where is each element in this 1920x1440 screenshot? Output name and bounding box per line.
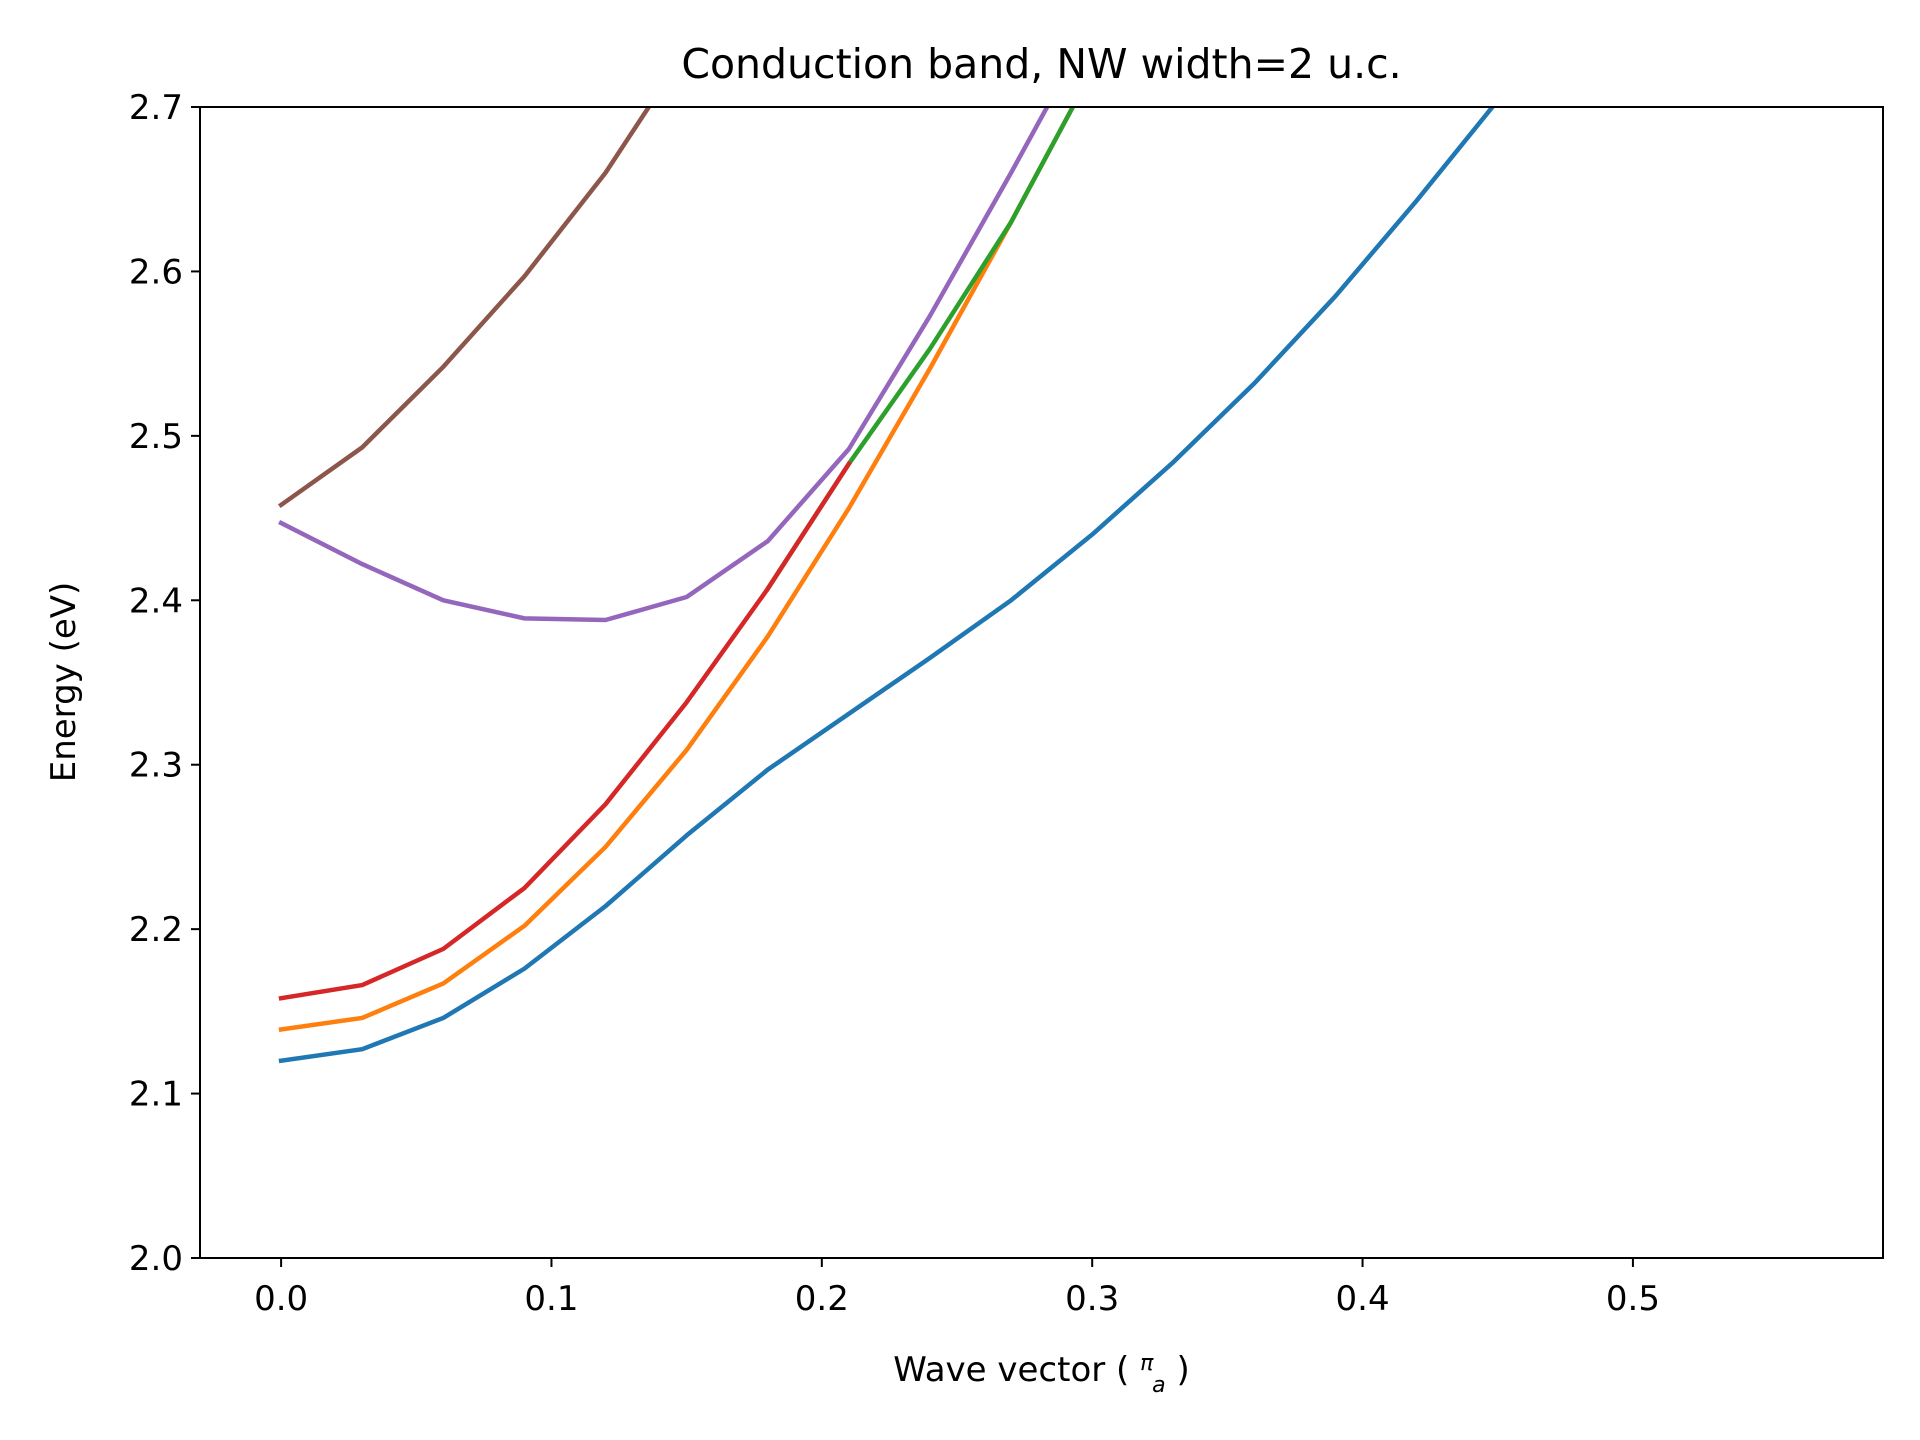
plot-area-frame (199, 106, 1884, 1259)
series-line-2 (278, 107, 1076, 1032)
x-axis-label: Wave vector ( π a ) (893, 1339, 1189, 1401)
series-line-1 (278, 107, 1496, 1064)
x-tick-label: 0.5 (1606, 1279, 1660, 1319)
series-line-6 (277, 107, 652, 509)
y-axis-label: Energy (eV) (44, 582, 84, 783)
x-tick-label: 0.2 (795, 1279, 849, 1319)
x-tick-label: 0.4 (1336, 1279, 1390, 1319)
x-axis-label-end: ) (1176, 1350, 1189, 1390)
y-tick-label: 2.1 (129, 1075, 183, 1115)
y-tick-label: 2.3 (129, 746, 183, 786)
x-tick-label: 0.0 (254, 1279, 308, 1319)
y-tick-label: 2.2 (129, 910, 183, 950)
y-tick-label: 2.7 (129, 88, 183, 128)
series-layer (277, 107, 1496, 1064)
y-tick-label: 2.0 (129, 1239, 183, 1279)
x-axis-label-numerator: π (1140, 1351, 1154, 1376)
series-line-5 (278, 107, 1050, 623)
x-axis-label-text: Wave vector ( (893, 1350, 1129, 1390)
y-tick-label: 2.6 (129, 252, 183, 292)
chart-title: Conduction band, NW width=2 u.c. (681, 40, 1401, 88)
x-tick-label: 0.3 (1065, 1279, 1119, 1319)
y-tick-label: 2.4 (129, 581, 183, 621)
x-axis-label-denominator: a (1152, 1373, 1165, 1398)
y-tick-label: 2.5 (129, 417, 183, 457)
x-tick-label: 0.1 (524, 1279, 578, 1319)
y-axis-ticks: 2.0 2.1 2.2 2.3 2.4 2.5 2.6 2.7 (129, 88, 200, 1279)
series-line-4 (278, 460, 852, 1001)
x-axis-ticks: 0.0 0.1 0.2 0.3 0.4 0.5 (254, 1258, 1660, 1319)
